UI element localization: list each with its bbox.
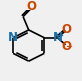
Text: O: O (26, 0, 36, 12)
Text: O: O (62, 40, 72, 53)
Text: +: + (56, 31, 63, 40)
Text: N: N (52, 31, 62, 44)
Text: N: N (8, 31, 18, 44)
Text: O: O (62, 23, 72, 36)
Text: −: − (66, 42, 72, 51)
